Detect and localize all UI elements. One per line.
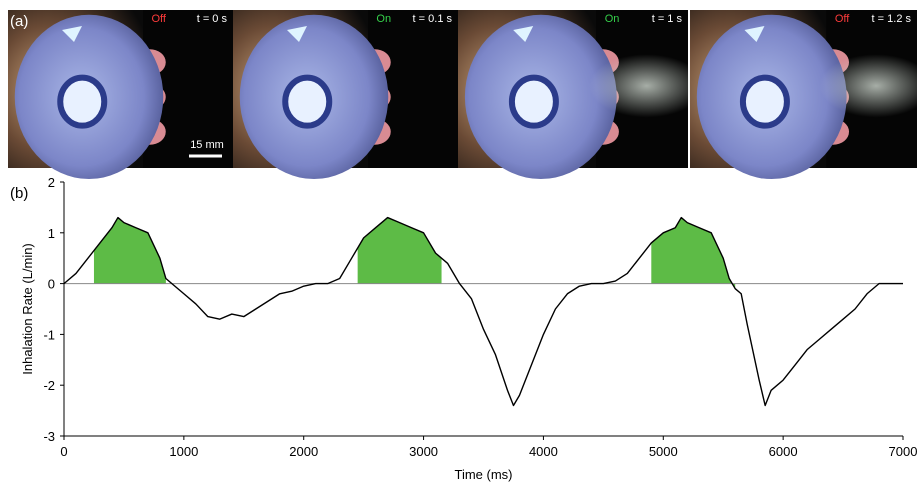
y-tick-label: -1 xyxy=(43,327,55,342)
state-label: Off xyxy=(152,13,167,25)
y-tick-label: 2 xyxy=(48,175,55,190)
mist xyxy=(819,54,917,118)
x-axis-label: Time (ms) xyxy=(454,467,512,482)
photo: Off t = 1.2 s xyxy=(690,10,917,180)
y-tick-label: 0 xyxy=(48,277,55,292)
panel-label: (b) xyxy=(10,185,28,202)
x-tick-label: 5000 xyxy=(649,444,678,459)
state-label: Off xyxy=(835,13,850,25)
inhaler-tip xyxy=(287,26,307,42)
time-label: t = 1 s xyxy=(652,13,683,25)
inhaler-mouthpiece xyxy=(508,74,559,129)
shaded-region xyxy=(93,217,166,284)
state-label: On xyxy=(376,13,391,25)
inhaler-tip xyxy=(513,26,534,42)
photo: On t = 1 s xyxy=(458,10,705,180)
x-tick-label: 6000 xyxy=(769,444,798,459)
chart: (b) -3 -2 -1 0 1 2 0 1000 2000 3000 4000 5000 6000 700… xyxy=(10,175,917,482)
x-tick-label: 2000 xyxy=(289,444,318,459)
time-label: t = 1.2 s xyxy=(872,13,912,25)
x-tick-label: 3000 xyxy=(409,444,438,459)
photo: Off t = 0 s xyxy=(8,10,233,180)
time-label: t = 0.1 s xyxy=(413,13,453,25)
y-tick-label: -2 xyxy=(43,378,55,393)
inhaler-mouthpiece xyxy=(57,74,108,129)
state-label: On xyxy=(605,13,620,25)
x-tick-label: 7000 xyxy=(889,444,917,459)
x-tick-label: 1000 xyxy=(169,444,198,459)
data-line xyxy=(63,216,903,407)
panel-label: (a) xyxy=(10,13,28,30)
y-axis-label: Inhalation Rate (L/min) xyxy=(20,243,35,375)
inhaler-mouthpiece xyxy=(282,74,333,129)
shaded-region xyxy=(357,217,442,284)
photo-strip: Off t = 0 s On t = 0.1 s On t = 1 s Off t = 1.2… xyxy=(8,10,917,180)
photo: On t = 0.1 s xyxy=(233,10,458,180)
shaded-region xyxy=(651,217,736,289)
time-label: t = 0 s xyxy=(197,13,228,25)
y-tick-label: -3 xyxy=(43,429,55,444)
x-tick-label: 4000 xyxy=(529,444,558,459)
inhaler-mouthpiece xyxy=(739,74,790,129)
inhaler-tip xyxy=(744,26,765,42)
inhaler-tip xyxy=(62,26,82,42)
scale-bar-label: 15 mm xyxy=(190,139,224,151)
mist xyxy=(589,54,705,118)
x-tick-label: 0 xyxy=(60,444,67,459)
y-tick-label: 1 xyxy=(48,226,55,241)
